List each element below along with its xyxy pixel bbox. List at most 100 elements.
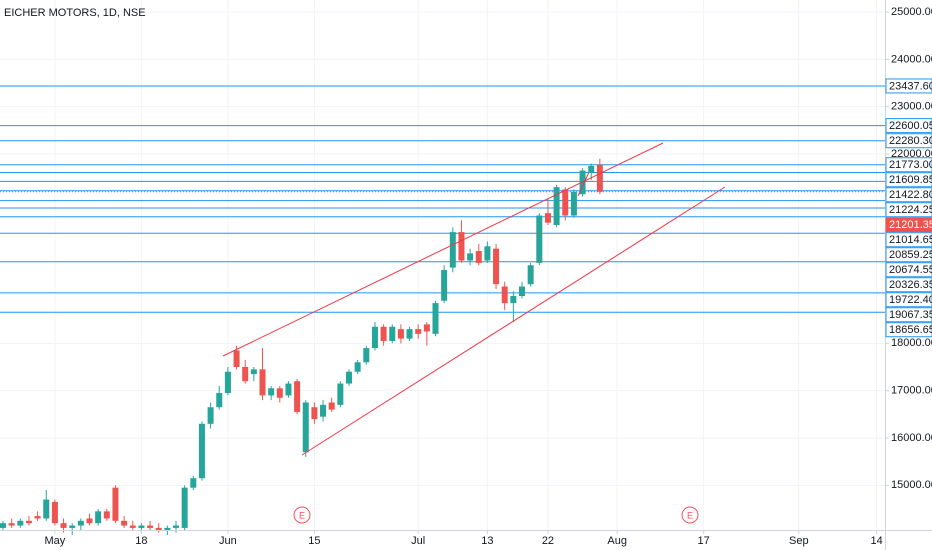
x-tick-label: May xyxy=(45,535,66,547)
price-label: 22280.30 xyxy=(889,135,932,147)
candle-body xyxy=(276,388,283,398)
earnings-marker[interactable]: E xyxy=(293,506,311,524)
earnings-marker[interactable]: E xyxy=(681,506,699,524)
price-label-box xyxy=(885,307,932,323)
candle-body xyxy=(328,402,335,410)
candle-body xyxy=(207,407,214,424)
candle-body xyxy=(164,527,171,531)
y-tick-label: 23000.00 xyxy=(891,101,932,113)
candle-body xyxy=(519,286,525,297)
candle-body xyxy=(60,523,67,528)
x-tick-label: 15 xyxy=(308,535,320,547)
earnings-label[interactable]: E xyxy=(687,510,693,520)
candle-body xyxy=(0,523,6,528)
trend-line xyxy=(301,186,726,456)
candle-body xyxy=(43,499,50,519)
candle-body xyxy=(544,213,551,223)
candle-body xyxy=(320,404,327,417)
x-tick-label: 13 xyxy=(481,535,493,547)
candle-body xyxy=(155,527,162,531)
candle-body xyxy=(406,329,413,339)
trend-lines xyxy=(222,142,726,456)
price-label-box xyxy=(885,232,932,248)
price-label-box xyxy=(885,292,932,308)
price-label: 22600.05 xyxy=(889,120,932,132)
candle-body xyxy=(34,516,41,519)
candle-body xyxy=(371,326,378,349)
candle-body xyxy=(103,511,110,519)
candle-body xyxy=(17,520,24,526)
candle-body xyxy=(441,269,448,301)
candle-body xyxy=(250,369,257,375)
candle-body xyxy=(294,381,301,412)
candle-body xyxy=(129,525,136,528)
candle-body xyxy=(138,525,145,528)
candle-body xyxy=(112,487,119,521)
candle-body xyxy=(415,329,422,334)
candle-body xyxy=(458,232,465,261)
candle-body xyxy=(397,329,404,339)
price-label: 20674.55 xyxy=(889,264,932,276)
x-tick-label: 22 xyxy=(542,535,554,547)
price-label: 21224.25 xyxy=(889,204,932,216)
price-label: 21014.65 xyxy=(889,234,932,246)
y-tick-label: 15000.00 xyxy=(891,479,932,491)
price-label-box xyxy=(885,172,932,188)
candle-body xyxy=(8,523,15,526)
candle-body xyxy=(493,248,500,285)
price-label-box xyxy=(885,322,932,338)
earnings-circle[interactable] xyxy=(293,506,311,524)
chart-title: EICHER MOTORS, 1D, NSE xyxy=(4,7,146,19)
candle-body xyxy=(346,371,352,384)
candle-body xyxy=(121,520,128,526)
candle-body xyxy=(86,518,93,524)
candle-body xyxy=(224,371,231,394)
candle-body xyxy=(95,511,102,524)
y-tick-label: 22000.00 xyxy=(891,148,932,160)
price-label: 21201.35 xyxy=(889,219,932,231)
candle-body xyxy=(311,407,318,420)
candle-body xyxy=(510,296,517,304)
candle-body xyxy=(380,326,387,341)
candle-body xyxy=(69,525,76,528)
candle-body xyxy=(25,520,32,524)
candle-body xyxy=(449,232,456,268)
candle-body xyxy=(181,487,188,528)
price-label-box xyxy=(885,217,932,233)
candle-body xyxy=(173,525,179,528)
candle-body xyxy=(337,383,344,405)
price-label: 20859.25 xyxy=(889,249,932,261)
price-label-box xyxy=(885,157,932,173)
candle-body xyxy=(198,423,205,479)
levels xyxy=(0,85,885,313)
candle-body xyxy=(467,253,474,261)
price-label-box xyxy=(885,202,932,218)
candle-body xyxy=(77,520,84,526)
y-tick-label: 17000.00 xyxy=(891,385,932,397)
candle-body xyxy=(553,187,560,226)
y-tick-label: 18000.00 xyxy=(891,337,932,349)
y-tick-label: 24000.00 xyxy=(891,53,932,65)
candle-body xyxy=(475,251,482,263)
price-label-box xyxy=(885,187,932,203)
price-label-box xyxy=(885,133,932,149)
candle-body xyxy=(562,189,569,216)
earnings-circle[interactable] xyxy=(681,506,699,524)
x-tick-label: 17 xyxy=(698,535,710,547)
candle-body xyxy=(501,286,508,304)
price-label-box xyxy=(885,78,932,94)
candle-body xyxy=(285,383,292,396)
candle-body xyxy=(536,215,543,263)
earnings-label[interactable]: E xyxy=(299,510,305,520)
price-label-box xyxy=(885,247,932,263)
candle-body xyxy=(216,393,223,408)
x-tick-label: 18 xyxy=(135,535,147,547)
candle-body xyxy=(233,350,240,367)
candle-body xyxy=(363,348,370,363)
candle-body xyxy=(570,191,577,216)
candle-body xyxy=(268,388,275,396)
candle-body xyxy=(354,362,361,372)
